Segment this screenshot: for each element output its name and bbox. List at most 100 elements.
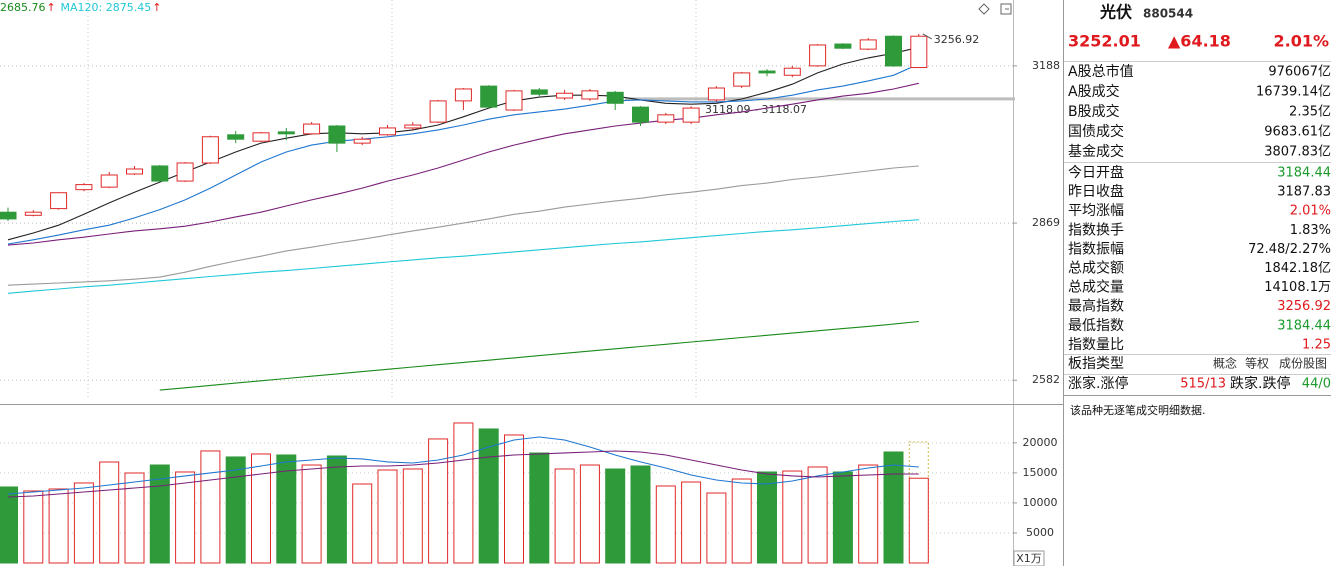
- y-tick-label: 10000: [1023, 496, 1058, 509]
- legend-arrow: ↑: [47, 1, 56, 14]
- candle-body: [910, 35, 928, 69]
- ma-line: [7, 63, 920, 245]
- candle-body: [126, 168, 143, 175]
- candle-body: [201, 136, 219, 164]
- unit-label: X1万: [1016, 552, 1042, 565]
- y-tick-label: 2582: [1032, 373, 1060, 386]
- index-code: 880544: [1143, 7, 1193, 21]
- candle-body: [809, 44, 827, 67]
- ma-line: [7, 82, 919, 246]
- row-label: 总成交额: [1068, 260, 1124, 277]
- candle-body: [404, 124, 422, 129]
- candle-body: [252, 132, 270, 142]
- type-button[interactable]: 成份股图: [1279, 357, 1327, 371]
- volume-bar: [352, 483, 373, 564]
- candle-body: [556, 92, 574, 99]
- ma-line: [7, 165, 919, 286]
- y-tick-label: 2869: [1032, 216, 1060, 229]
- ma-line: [159, 320, 919, 391]
- candle-body: [834, 43, 852, 49]
- type-button[interactable]: 概念: [1213, 356, 1237, 371]
- row-label: 平均涨幅: [1068, 203, 1124, 219]
- volume-bar: [908, 477, 929, 564]
- y-tick-label: 20000: [1023, 436, 1058, 449]
- candle-body: [733, 72, 751, 87]
- row-value: 1.83%: [1290, 223, 1331, 238]
- row-label: 最高指数: [1068, 298, 1124, 315]
- volume-bar: [453, 422, 474, 564]
- candle-body: [24, 211, 42, 216]
- ma-line: [7, 219, 919, 294]
- volume-bar: [579, 464, 600, 564]
- candle-body: [176, 162, 194, 182]
- candle-body: [480, 85, 498, 108]
- row-value: 3184.44: [1277, 166, 1331, 181]
- volume-bar: [48, 488, 69, 564]
- volume-bar: [630, 465, 651, 564]
- candle-body: [530, 89, 548, 95]
- row-label: 指数振幅: [1068, 241, 1124, 257]
- row-label: 板指类型: [1068, 356, 1124, 372]
- toolbar-icon[interactable]: [1000, 3, 1012, 15]
- toolbar-icon[interactable]: [978, 3, 990, 15]
- volume-bar: [706, 492, 727, 564]
- index-name: 光伏: [1099, 3, 1132, 22]
- candle-body: [429, 100, 447, 123]
- row-label: 涨家.涨停: [1068, 375, 1128, 392]
- candle-body: [783, 67, 801, 76]
- volume-bar: [175, 471, 196, 564]
- ma-line: [7, 46, 919, 241]
- volume-bar: [782, 470, 803, 564]
- row-value: 2.01%: [1290, 204, 1331, 219]
- candle-body: [581, 90, 599, 100]
- arrow: [922, 33, 933, 40]
- legend-arrow: ↑: [152, 1, 161, 14]
- candle-body: [758, 70, 776, 74]
- row-label: B股成交: [1068, 103, 1120, 120]
- type-button[interactable]: 等权: [1245, 357, 1269, 371]
- candle-body: [50, 192, 68, 210]
- quote-percent: 2.01%: [1273, 32, 1329, 51]
- row-label: 基金成交: [1068, 143, 1124, 160]
- row-value: 3187.83: [1277, 185, 1331, 200]
- volume-bar: [73, 482, 94, 564]
- row-label: 指数量比: [1068, 337, 1124, 353]
- row-label: 总成交量: [1068, 279, 1124, 296]
- high-label: 3256.92: [934, 33, 980, 46]
- candle-body: [859, 39, 877, 50]
- volume-bar: [251, 453, 271, 564]
- quote-change: ▲64.18: [1168, 32, 1231, 51]
- volume-bar: [402, 468, 423, 564]
- row-value: 976067亿: [1268, 65, 1331, 80]
- y-tick-label: 15000: [1023, 466, 1058, 479]
- row-value: 3184.44: [1277, 318, 1331, 333]
- row-value: 72.48/2.27%: [1248, 242, 1331, 257]
- row-label: A股总市值: [1068, 63, 1134, 80]
- candle-body: [885, 35, 902, 67]
- candle-body: [632, 106, 649, 123]
- row-value: 2.35亿: [1289, 105, 1331, 120]
- volume-bar: [200, 450, 221, 564]
- unit-box: [1013, 550, 1045, 566]
- row-label: 指数换手: [1068, 221, 1124, 238]
- candle-body: [303, 123, 321, 135]
- volume-ma-line: [7, 450, 919, 498]
- row-value: 9683.61亿: [1264, 125, 1331, 140]
- volume-ma-line: [7, 436, 919, 495]
- row-value: 1.25: [1302, 337, 1331, 352]
- volume-bar: [326, 455, 347, 564]
- row-value: 44/0: [1302, 377, 1331, 392]
- candle-body: [75, 184, 93, 191]
- row-value: 1842.18亿: [1264, 261, 1331, 276]
- volume-bar: [225, 456, 246, 564]
- volume-bar: [149, 464, 170, 564]
- row-value: 16739.14亿: [1256, 85, 1331, 100]
- candle-body: [100, 174, 118, 188]
- candle-body: [707, 87, 725, 101]
- candle-body: [0, 211, 17, 220]
- row-label: 今日开盘: [1068, 164, 1124, 181]
- row-value: 515/13: [1180, 377, 1226, 392]
- volume-bar: [858, 464, 879, 564]
